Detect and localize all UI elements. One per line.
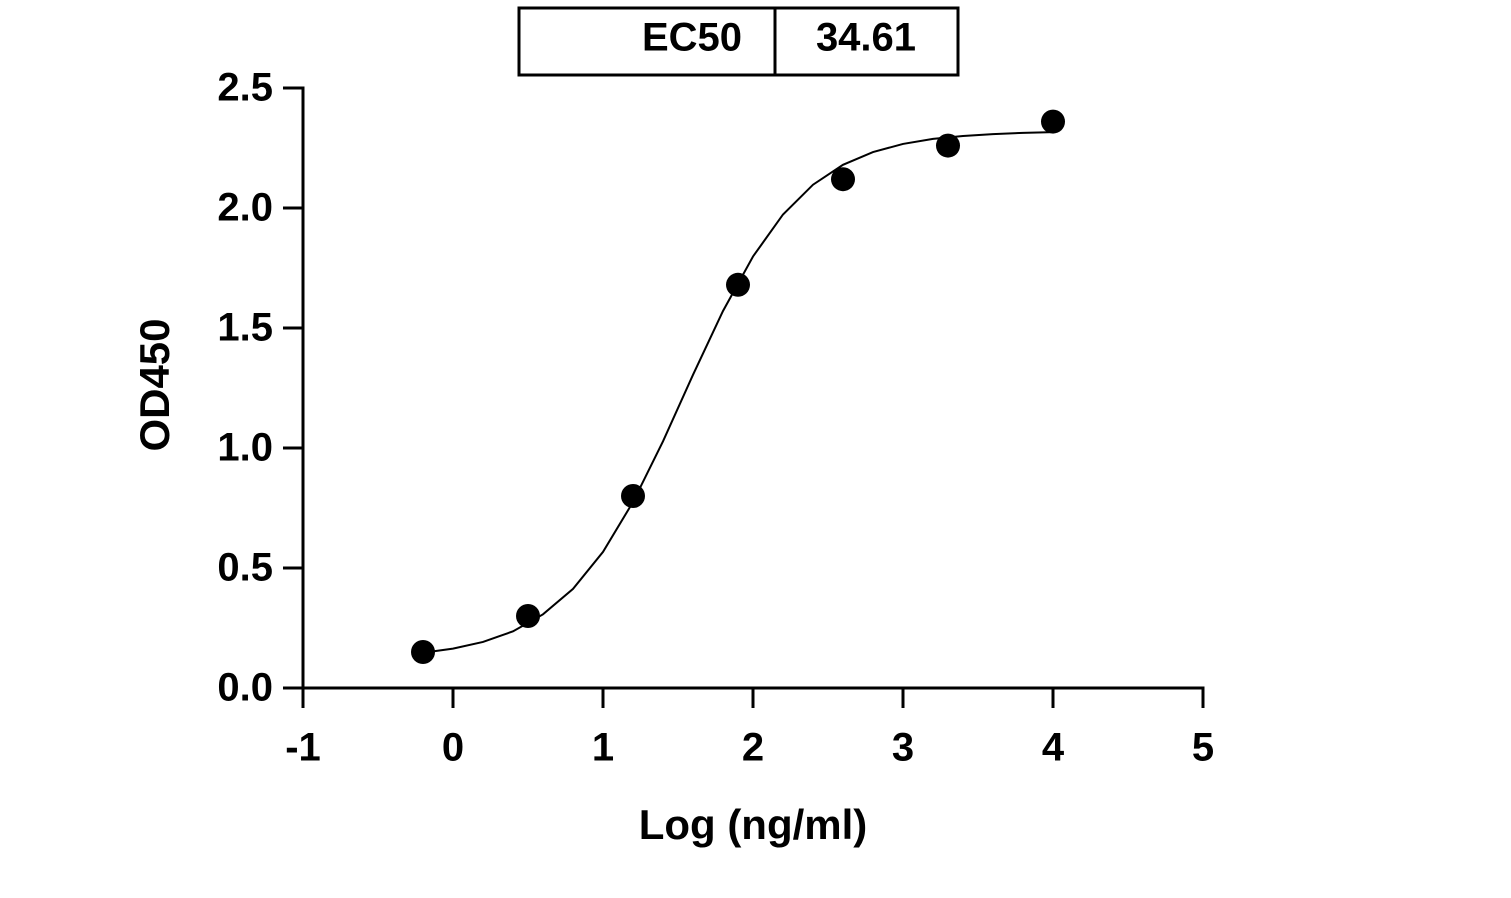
data-point [831, 167, 855, 192]
data-point [1041, 109, 1065, 134]
x-tick-label: 3 [892, 726, 914, 770]
data-point [411, 640, 435, 664]
x-tick-label: -1 [285, 726, 321, 770]
x-axis-label: Log (ng/ml) [639, 801, 868, 848]
y-axis-label: OD450 [131, 318, 178, 451]
data-point [936, 133, 960, 158]
data-point [621, 484, 645, 508]
y-tick-label: 2.0 [217, 186, 273, 230]
y-tick-label: 2.5 [217, 66, 273, 110]
y-tick-label: 0.0 [217, 666, 273, 710]
x-tick-label: 2 [742, 726, 764, 770]
y-tick-label: 1.5 [217, 306, 273, 350]
ec50-label: EC50 [642, 16, 742, 60]
x-tick-label: 0 [442, 726, 464, 770]
x-tick-label: 5 [1192, 726, 1214, 770]
data-point [516, 604, 540, 628]
ec50-box [517, 6, 960, 77]
y-tick-label: 0.5 [217, 546, 273, 590]
y-tick-label: 1.0 [217, 426, 273, 470]
x-tick-label: 1 [592, 726, 614, 770]
fit-curve [422, 131, 1054, 654]
ec50-value: 34.61 [816, 16, 916, 60]
x-tick-label: 4 [1042, 726, 1065, 770]
data-point [726, 272, 750, 297]
